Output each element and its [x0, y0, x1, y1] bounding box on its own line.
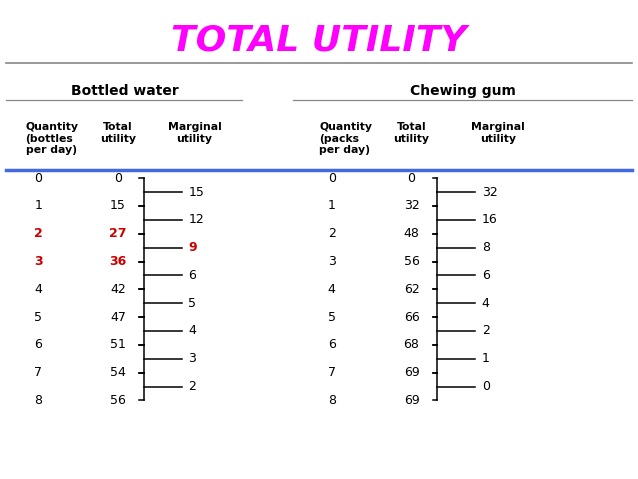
Text: 5: 5 — [34, 310, 42, 324]
Text: 3: 3 — [188, 352, 196, 365]
Text: 51: 51 — [110, 338, 126, 352]
Text: 8: 8 — [34, 394, 42, 407]
Text: 6: 6 — [328, 338, 336, 352]
Text: 6: 6 — [482, 269, 489, 282]
Text: 6: 6 — [34, 338, 42, 352]
Text: Total
utility: Total utility — [100, 122, 136, 144]
Text: 2: 2 — [328, 227, 336, 240]
Text: 2: 2 — [34, 227, 43, 240]
Text: 0: 0 — [408, 171, 415, 185]
Text: 3: 3 — [328, 255, 336, 268]
Text: Marginal
utility: Marginal utility — [168, 122, 221, 144]
Text: 9: 9 — [188, 241, 197, 254]
Text: 0: 0 — [114, 171, 122, 185]
Text: Quantity
(packs
per day): Quantity (packs per day) — [319, 122, 372, 155]
Text: Total
utility: Total utility — [394, 122, 429, 144]
Text: 56: 56 — [404, 255, 419, 268]
Text: 4: 4 — [34, 283, 42, 296]
Text: Quantity
(bottles
per day): Quantity (bottles per day) — [26, 122, 78, 155]
Text: 27: 27 — [109, 227, 127, 240]
Text: 69: 69 — [404, 366, 419, 379]
Text: 15: 15 — [188, 185, 204, 199]
Text: 0: 0 — [328, 171, 336, 185]
Text: 4: 4 — [188, 324, 196, 338]
Text: Chewing gum: Chewing gum — [410, 84, 516, 98]
Text: 4: 4 — [482, 297, 489, 310]
Text: 48: 48 — [404, 227, 419, 240]
Text: 36: 36 — [109, 255, 127, 268]
Text: 7: 7 — [328, 366, 336, 379]
Text: 2: 2 — [482, 324, 489, 338]
Text: 5: 5 — [328, 310, 336, 324]
Text: 32: 32 — [482, 185, 498, 199]
Text: 8: 8 — [482, 241, 490, 254]
Text: 56: 56 — [110, 394, 126, 407]
Text: 0: 0 — [34, 171, 42, 185]
Text: 54: 54 — [110, 366, 126, 379]
Text: 2: 2 — [188, 380, 196, 393]
Text: 69: 69 — [404, 394, 419, 407]
Text: 42: 42 — [110, 283, 126, 296]
Text: 7: 7 — [34, 366, 42, 379]
Text: 68: 68 — [404, 338, 419, 352]
Text: TOTAL UTILITY: TOTAL UTILITY — [171, 24, 467, 58]
Text: 6: 6 — [188, 269, 196, 282]
Text: 12: 12 — [188, 213, 204, 227]
Text: 1: 1 — [34, 199, 42, 213]
Text: 66: 66 — [404, 310, 419, 324]
Text: 47: 47 — [110, 310, 126, 324]
Text: 3: 3 — [34, 255, 43, 268]
Text: Bottled water: Bottled water — [71, 84, 178, 98]
Text: 0: 0 — [482, 380, 490, 393]
Text: 32: 32 — [404, 199, 419, 213]
Text: 16: 16 — [482, 213, 498, 227]
Text: 4: 4 — [328, 283, 336, 296]
Text: 1: 1 — [328, 199, 336, 213]
Text: 62: 62 — [404, 283, 419, 296]
Text: 15: 15 — [110, 199, 126, 213]
Text: 1: 1 — [482, 352, 489, 365]
Text: 8: 8 — [328, 394, 336, 407]
Text: Marginal
utility: Marginal utility — [471, 122, 524, 144]
Text: 5: 5 — [188, 297, 197, 310]
